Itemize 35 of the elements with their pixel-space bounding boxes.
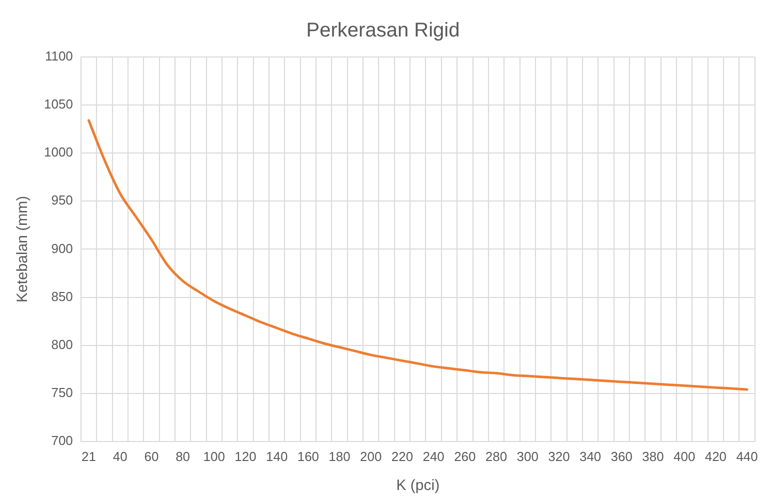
- y-tick-label: 1050: [44, 96, 73, 112]
- y-tick-label: 850: [51, 288, 73, 304]
- x-axis-title: K (pci): [396, 477, 440, 494]
- x-tick-label: 100: [203, 448, 225, 464]
- y-tick-label: 1000: [44, 144, 73, 160]
- x-tick-label: 380: [642, 448, 664, 464]
- x-tick-label: 120: [234, 448, 256, 464]
- x-tick-label: 220: [391, 448, 414, 464]
- x-tick-label: 400: [673, 448, 696, 464]
- x-tick-label: 280: [485, 448, 508, 464]
- y-axis-title: Ketebalan (mm): [14, 196, 32, 303]
- x-tick-label: 180: [328, 448, 350, 464]
- chart-title: Perkerasan Rigid: [306, 20, 460, 42]
- y-tick-label: 800: [51, 336, 73, 352]
- y-tick-label: 750: [51, 384, 73, 400]
- x-tick-label: 140: [266, 448, 288, 464]
- y-tick-label: 1100: [44, 48, 73, 64]
- x-tick-label: 260: [454, 448, 476, 464]
- x-tick-label: 300: [516, 448, 538, 464]
- x-tick-label: 320: [548, 448, 570, 464]
- x-tick-label: 40: [112, 448, 128, 464]
- x-tick-label: 160: [297, 448, 320, 464]
- x-tick-label: 240: [422, 448, 444, 464]
- x-tick-label: 440: [736, 448, 758, 464]
- y-tick-label: 700: [51, 432, 73, 448]
- x-tick-label: 360: [610, 448, 633, 464]
- x-tick-label: 21: [82, 448, 96, 464]
- x-tick-label: 340: [579, 448, 602, 464]
- x-tick-label: 200: [360, 448, 382, 464]
- y-tick-label: 900: [51, 240, 73, 256]
- line-series: [88, 119, 748, 391]
- x-tick-label: 60: [144, 448, 159, 464]
- x-tick-label: 80: [176, 448, 190, 464]
- x-tick-label: 420: [704, 448, 727, 464]
- y-tick-label: 950: [51, 192, 73, 208]
